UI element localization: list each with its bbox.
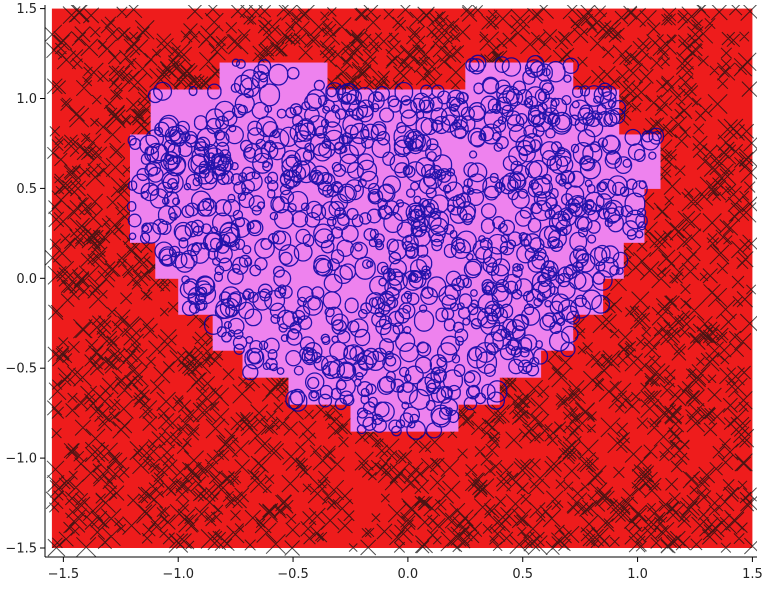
y-tick-label: 1.0 bbox=[16, 92, 37, 107]
x-tick-label: 1.5 bbox=[742, 567, 762, 582]
x-markers bbox=[45, 5, 757, 557]
x-marker-series bbox=[45, 5, 757, 557]
x-tick-label: 0.0 bbox=[398, 567, 419, 582]
x-axis-ticks: −1.5 −1.0 −0.5 0.0 0.5 1.0 1.5 bbox=[48, 557, 762, 582]
y-tick-label: −1.5 bbox=[5, 542, 37, 557]
circle-markers bbox=[126, 54, 665, 440]
y-tick-label: 0.0 bbox=[16, 272, 37, 287]
x-tick-label: 1.0 bbox=[627, 567, 648, 582]
y-tick-label: 1.5 bbox=[16, 2, 37, 17]
x-tick-label: −1.5 bbox=[48, 567, 80, 582]
heart-region-row bbox=[465, 62, 574, 91]
y-tick-label: 0.5 bbox=[16, 182, 37, 197]
x-tick-label: 0.5 bbox=[512, 567, 533, 582]
axes: −1.5 −1.0 −0.5 0.0 0.5 1.0 1.5 −1.5 −1.0 −0.5 0.0… bbox=[5, 2, 762, 582]
y-tick-label: −0.5 bbox=[5, 362, 37, 377]
circle-marker-series bbox=[126, 54, 665, 440]
x-tick-label: −1.0 bbox=[162, 567, 194, 582]
plot-area bbox=[45, 5, 757, 557]
x-tick-label: −0.5 bbox=[277, 567, 309, 582]
y-axis-ticks: −1.5 −1.0 −0.5 0.0 0.5 1.0 1.5 bbox=[5, 2, 45, 557]
y-tick-label: −1.0 bbox=[5, 452, 37, 467]
